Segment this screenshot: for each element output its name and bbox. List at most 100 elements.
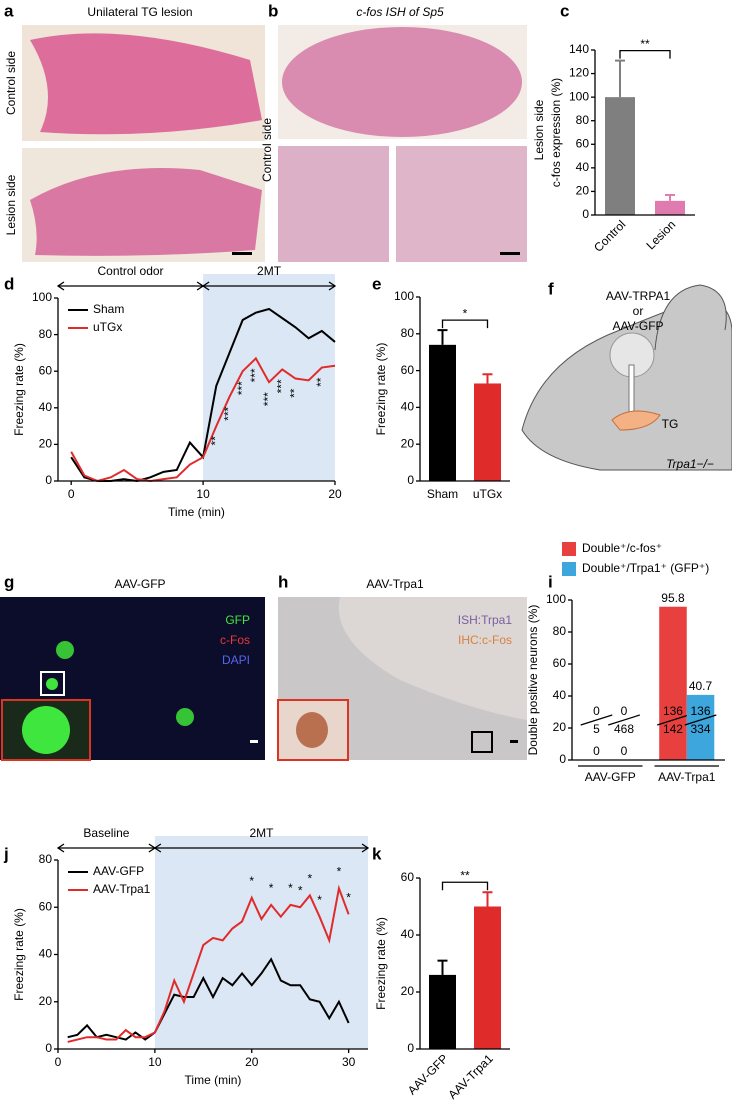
gfp-cell [56, 641, 74, 659]
y-tick-label: 120 [569, 66, 589, 80]
significance: *** [235, 381, 249, 395]
scale-bar [232, 252, 252, 255]
tissue [282, 27, 522, 137]
legend-text: c-Fos [220, 633, 250, 647]
significance: ** [288, 388, 302, 398]
trigeminal-ganglion [611, 410, 661, 431]
arrow-head [201, 281, 210, 291]
significance: *** [248, 368, 262, 382]
panel-title: AAV-Trpa1 [366, 577, 424, 591]
significance-bracket [619, 49, 671, 59]
x-tick-label: 20 [245, 1055, 259, 1069]
y-tick-label: 0 [45, 1041, 52, 1055]
panel-letter: a [4, 1, 14, 20]
panel-letter: f [548, 279, 554, 298]
significance: * [269, 881, 274, 895]
y-tick-label: 40 [576, 160, 590, 174]
y-tick-label: 0 [559, 752, 566, 766]
bar [655, 200, 685, 215]
virus-label: or [633, 304, 644, 318]
tissue [30, 33, 262, 135]
y-tick-label: 80 [553, 624, 567, 638]
numerator: 136 [691, 704, 711, 718]
virus-label: AAV-GFP [612, 319, 663, 333]
numerator: 0 [593, 704, 600, 718]
legend-text: uTGx [93, 320, 122, 334]
needle [628, 364, 635, 416]
inset-box [471, 731, 493, 753]
legend-swatch [562, 542, 576, 556]
histology-image [278, 146, 389, 262]
significance-bracket [441, 881, 489, 891]
x-tick-label: AAV-Trpa1 [445, 1051, 496, 1102]
y-tick-label: 60 [401, 870, 415, 884]
x-tick-label: AAV-GFP [405, 1051, 451, 1097]
panel-letter: c [560, 1, 569, 20]
legend-text: Sham [93, 302, 124, 316]
y-tick-label: 80 [401, 326, 415, 340]
significance: * [298, 883, 303, 897]
significance: * [346, 891, 351, 905]
y-tick-label: 60 [39, 363, 53, 377]
panel-letter: g [4, 572, 14, 591]
x-tick-label: Sham [427, 487, 458, 501]
range-label: Control odor [98, 264, 164, 278]
significance: * [317, 893, 322, 907]
y-tick-label: 60 [576, 136, 590, 150]
numerator: 0 [621, 704, 628, 718]
y-tick-label: 100 [394, 289, 414, 303]
legend-text: Double⁺/Trpa1⁺ (GFP⁺) [582, 561, 709, 575]
significance: *** [261, 392, 275, 406]
data-line [67, 884, 350, 1043]
x-axis-label: Time (min) [168, 505, 225, 519]
y-tick-label: 60 [401, 363, 415, 377]
y-tick-label: 140 [569, 42, 589, 56]
mouse-ear [654, 284, 727, 351]
significance: ** [208, 436, 222, 446]
y-tick-label: 80 [576, 113, 590, 127]
fraction-slash [684, 714, 717, 726]
gfp-cell [22, 706, 70, 754]
y-tick-label: 0 [45, 473, 52, 487]
y-tick-label: 60 [39, 899, 53, 913]
y-tick-label: 100 [32, 290, 52, 304]
x-tick-label: 20 [328, 487, 342, 501]
legend-text: DAPI [222, 653, 250, 667]
y-tick-label: 20 [39, 994, 53, 1008]
bar [474, 383, 501, 481]
panel-letter: d [4, 274, 14, 293]
y-tick-label: 40 [401, 400, 415, 414]
bar [429, 974, 456, 1049]
value-label: 0 [593, 744, 600, 758]
panel-letter: k [372, 844, 382, 863]
arrow-head [361, 843, 370, 853]
panel-letter: b [268, 1, 278, 20]
y-tick-label: 80 [39, 327, 53, 341]
bar [605, 97, 635, 215]
y-tick-label: 20 [401, 984, 415, 998]
value-label: 95.8 [661, 591, 685, 605]
significance: * [288, 881, 293, 895]
x-tick-label: 0 [55, 1055, 62, 1069]
legend-text: IHC:c-Fos [458, 633, 512, 647]
y-tick-label: 80 [39, 852, 53, 866]
x-tick-label: Control [591, 217, 628, 254]
significance: *** [274, 379, 288, 393]
panel-letter: e [372, 274, 381, 293]
y-tick-label: 20 [401, 436, 415, 450]
range-label: Baseline [83, 826, 129, 840]
legend-swatch [562, 562, 576, 576]
arrow-head [56, 843, 65, 853]
legend-text: Double⁺/c-fos⁺ [582, 541, 662, 555]
legend-text: AAV-Trpa1 [93, 882, 151, 896]
y-tick-label: 40 [39, 400, 53, 414]
inset-box [40, 671, 65, 696]
legend-text: ISH:Trpa1 [458, 613, 513, 627]
denominator: 334 [691, 722, 711, 736]
gfp-cell [46, 678, 58, 690]
y-axis-label: Double positive neurons (%) [526, 605, 540, 756]
x-tick-label: 0 [68, 487, 75, 501]
range-label: 2MT [257, 264, 282, 278]
bar [659, 606, 687, 760]
fraction-slash [657, 714, 689, 726]
